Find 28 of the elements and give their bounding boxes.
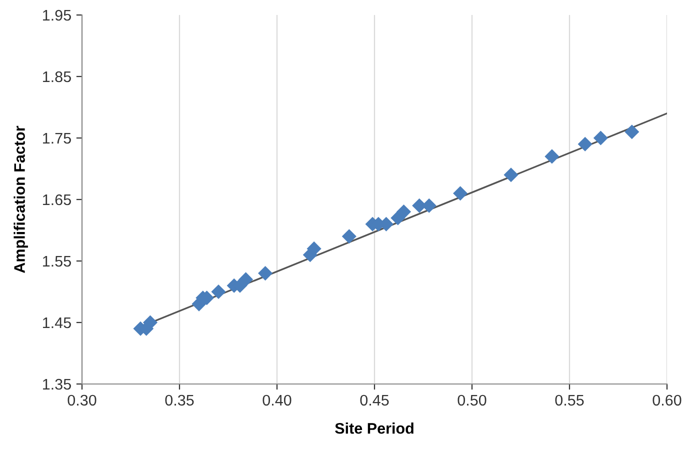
- y-tick-label: 1.55: [43, 256, 71, 267]
- point: [593, 130, 608, 146]
- y-tick-label: 1.65: [43, 194, 71, 206]
- point: [453, 186, 468, 201]
- point: [342, 229, 356, 244]
- y-tick-label: 1.85: [43, 71, 71, 82]
- point: [211, 284, 226, 300]
- x-tick-label: 0.60: [652, 394, 682, 406]
- x-tick-label: 0.55: [555, 394, 584, 406]
- point: [258, 266, 273, 281]
- point: [238, 272, 254, 287]
- point: [624, 124, 640, 140]
- point: [396, 204, 412, 220]
- point: [306, 241, 322, 256]
- x-tick-label: 0.35: [165, 394, 194, 406]
- x-axis-title: Site Period: [335, 422, 414, 434]
- x-tick-label: 0.50: [458, 394, 486, 406]
- y-tick-label: 1.95: [43, 10, 71, 21]
- y-axis-title: Amplification Factor: [14, 126, 28, 273]
- point: [504, 168, 518, 182]
- y-tick-label: 1.75: [43, 133, 71, 144]
- x-tick-label: 0.45: [360, 394, 389, 406]
- y-tick-label: 1.45: [43, 318, 71, 328]
- x-tick-label: 0.40: [262, 394, 292, 406]
- point: [578, 136, 592, 152]
- x-tick-label: 0.30: [68, 394, 96, 406]
- y-tick-label: 1.35: [43, 378, 71, 390]
- point: [544, 149, 560, 164]
